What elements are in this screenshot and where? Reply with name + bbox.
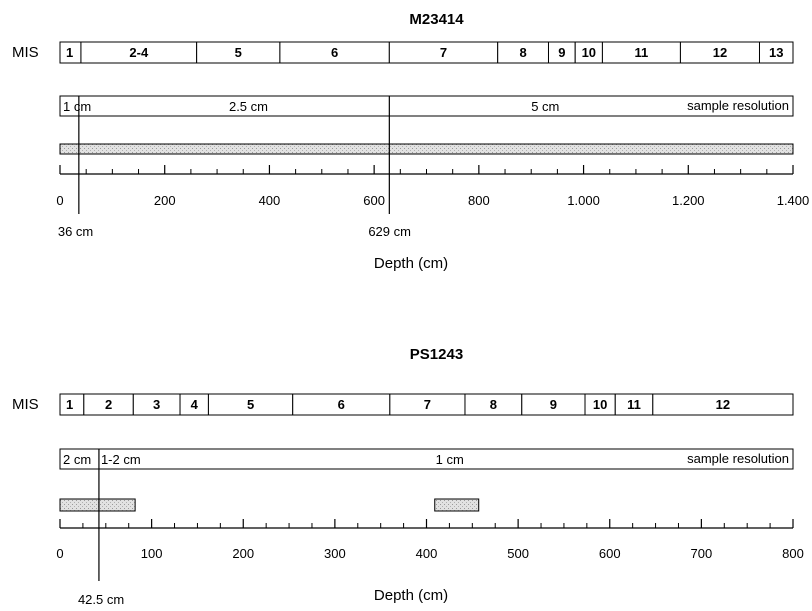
depth-axis: 0 200 400 600 800 1.000 1.200 1.400 xyxy=(56,165,809,208)
tick-label: 100 xyxy=(141,546,163,561)
mis-stage-label: 10 xyxy=(582,45,596,60)
mis-stage-label: 1 xyxy=(66,45,73,60)
mis-stage-label: 8 xyxy=(490,397,497,412)
mis-stage-label: 5 xyxy=(235,45,242,60)
mis-stage-label: 7 xyxy=(424,397,431,412)
marker-label: 36 cm xyxy=(58,224,93,239)
mis-stage-label: 11 xyxy=(635,45,649,60)
mis-stage-label: 5 xyxy=(247,397,254,412)
marker-label: 629 cm xyxy=(368,224,411,239)
resolution-frame xyxy=(59,448,794,470)
axis-title: Depth (cm) xyxy=(374,255,448,272)
tick-label: 200 xyxy=(154,193,176,208)
mis-stage-label: 3 xyxy=(153,397,160,412)
panel-title: PS1243 xyxy=(410,346,463,363)
mis-stage-bar: 1 2-4 5 6 7 8 9 10 11 12 13 xyxy=(59,41,794,64)
depth-axis: 0 100 200 300 400 500 600 700 800 xyxy=(56,519,804,561)
sampled-interval-bar xyxy=(59,498,136,512)
resolution-segment-label: 1 cm xyxy=(436,452,464,467)
mis-stage-label: 12 xyxy=(716,397,730,412)
mis-stage-label: 13 xyxy=(769,45,783,60)
tick-label: 1.400 xyxy=(777,193,810,208)
resolution-segment-label: 2 cm xyxy=(63,452,91,467)
resolution-segment-label: 1 cm xyxy=(63,99,91,114)
mis-stage-label: 11 xyxy=(627,397,641,412)
tick-label: 600 xyxy=(599,546,621,561)
tick-label: 0 xyxy=(56,193,63,208)
resolution-frame xyxy=(59,95,794,117)
mis-stage-label: 8 xyxy=(519,45,526,60)
sample-resolution-bar: 2 cm 1-2 cm 1 cm sample resolution xyxy=(59,448,794,470)
tick-label: 300 xyxy=(324,546,346,561)
depth-markers: 36 cm 629 cm xyxy=(58,96,411,239)
tick-label: 600 xyxy=(363,193,385,208)
mis-stage-label: 10 xyxy=(593,397,607,412)
mis-stage-box xyxy=(758,41,794,64)
mis-stage-label: 2-4 xyxy=(129,45,149,60)
tick-label: 1.200 xyxy=(672,193,705,208)
depth-markers: 42.5 cm xyxy=(78,449,124,607)
tick-label: 400 xyxy=(416,546,438,561)
mis-stage-label: 9 xyxy=(558,45,565,60)
sampled-interval-bar xyxy=(59,143,794,155)
sampled-intervals xyxy=(59,143,794,155)
tick-label: 700 xyxy=(691,546,713,561)
resolution-title: sample resolution xyxy=(687,451,789,466)
panel-m23414: M23414 MIS 1 2-4 5 6 7 8 9 10 11 12 13 1 cm 2.5 cm 5 cm… xyxy=(12,11,809,272)
tick-label: 500 xyxy=(507,546,529,561)
mis-stage-label: 6 xyxy=(338,397,345,412)
mis-stage-label: 1 xyxy=(66,397,73,412)
mis-stage-label: 12 xyxy=(713,45,727,60)
resolution-title: sample resolution xyxy=(687,98,789,113)
tick-label: 200 xyxy=(232,546,254,561)
mis-stage-label: 4 xyxy=(191,397,199,412)
panel-title: M23414 xyxy=(409,11,464,28)
resolution-segment-label: 1-2 cm xyxy=(101,452,141,467)
mis-stage-label: 7 xyxy=(440,45,447,60)
mis-stage-box xyxy=(652,393,794,416)
axis-title: Depth (cm) xyxy=(374,587,448,604)
mis-label: MIS xyxy=(12,44,39,61)
tick-label: 400 xyxy=(259,193,281,208)
sampled-interval-bar xyxy=(434,498,480,512)
mis-stage-label: 9 xyxy=(550,397,557,412)
marker-label: 42.5 cm xyxy=(78,592,124,607)
tick-label: 800 xyxy=(468,193,490,208)
mis-stage-label: 2 xyxy=(105,397,112,412)
tick-label: 800 xyxy=(782,546,804,561)
sampled-intervals xyxy=(59,498,480,512)
mis-stage-label: 6 xyxy=(331,45,338,60)
mis-label: MIS xyxy=(12,396,39,413)
tick-label: 0 xyxy=(56,546,63,561)
mis-stage-bar: 1 2 3 4 5 6 7 8 9 10 11 12 xyxy=(59,393,794,416)
sample-resolution-bar: 1 cm 2.5 cm 5 cm sample resolution xyxy=(59,95,794,117)
resolution-segment-label: 5 cm xyxy=(531,99,559,114)
tick-label: 1.000 xyxy=(567,193,600,208)
resolution-segment-label: 2.5 cm xyxy=(229,99,268,114)
